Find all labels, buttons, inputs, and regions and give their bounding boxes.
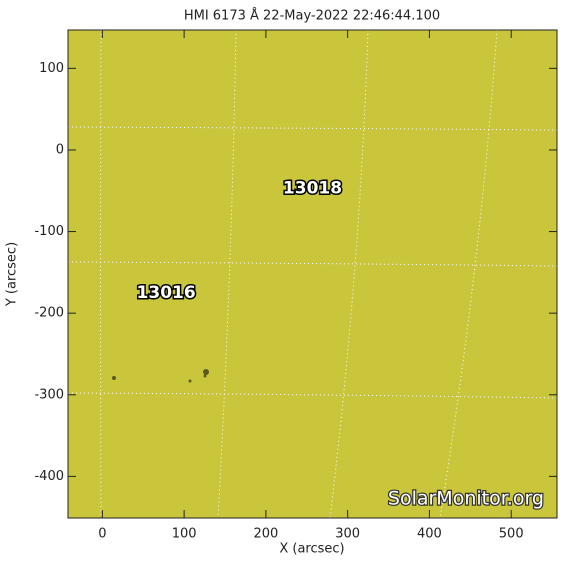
plot-frame [67, 29, 558, 519]
y-axis-label: Y (arcsec) [5, 242, 20, 307]
x-axis-label: X (arcsec) [279, 542, 344, 557]
y-tick-label: -200 [34, 306, 64, 321]
region-label: 13018 [283, 178, 342, 198]
grid-latitude [67, 261, 558, 267]
region-label: 13016 [137, 283, 196, 303]
x-tick-label: 0 [98, 527, 106, 542]
x-tick-label: 200 [253, 527, 278, 542]
x-tick-label: 400 [417, 527, 442, 542]
grid-latitude [67, 126, 558, 131]
y-tick-label: 0 [56, 142, 64, 157]
y-tick-label: 100 [39, 61, 64, 76]
y-tick-label: -100 [34, 224, 64, 239]
watermark: SolarMonitor.org [388, 488, 544, 510]
sunspots [112, 369, 209, 383]
chart-title: HMI 6173 Å 22-May-2022 22:46:44.100 [184, 8, 440, 24]
heliographic-grid [67, 29, 558, 519]
x-tick-label: 500 [499, 527, 524, 542]
x-tick-label: 300 [335, 527, 360, 542]
y-tick-label: -300 [34, 387, 64, 402]
grid-longitude [100, 29, 102, 519]
x-tick-label: 100 [172, 527, 197, 542]
grid-latitude [67, 392, 558, 399]
grid-longitude [217, 29, 237, 519]
y-tick-label: -400 [34, 469, 64, 484]
solar-image [68, 30, 557, 518]
